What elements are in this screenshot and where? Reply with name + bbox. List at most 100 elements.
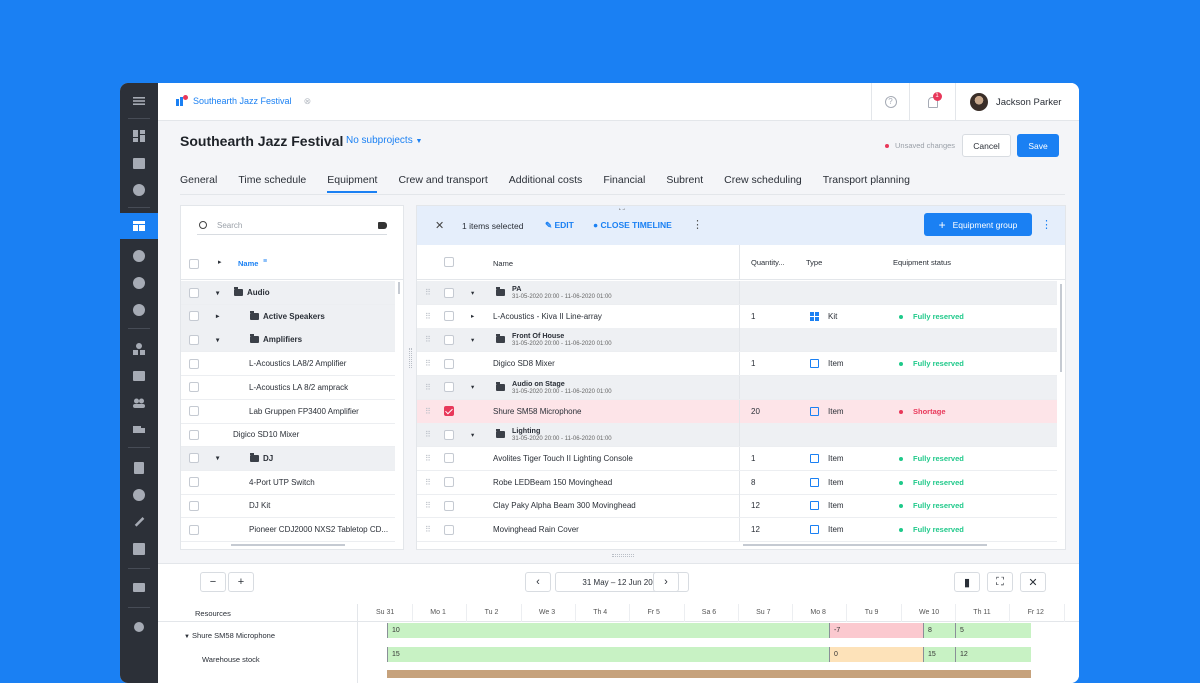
table-row[interactable]: ⠿ ▾ Audio on Stage 31-05-2020 20:00 - 11-06… [417,375,1057,400]
dashboard-icon[interactable] [120,123,158,149]
tag-icon[interactable] [378,222,387,229]
tab-time-schedule[interactable]: Time schedule [238,174,307,186]
table-row[interactable]: ⠿ Movinghead Rain Cover 12 Item Fully reserv… [417,518,1057,542]
drag-handle-icon[interactable]: ⠿ [425,453,431,463]
projects-icon[interactable] [120,213,158,239]
row-checkbox[interactable] [189,382,199,393]
right-scrollbar[interactable] [1060,284,1062,372]
row-checkbox[interactable] [189,500,199,511]
table-row[interactable]: ⠿ ▾ Front Of House 31-05-2020 20:00 - 11-06… [417,328,1057,353]
more-options-icon[interactable]: ⋮ [1041,219,1052,231]
date-range[interactable]: 31 May – 12 Jun 2020 [555,572,689,592]
clear-selection-icon[interactable]: ✕ [435,220,445,232]
tree-row[interactable]: ▸ Active Speakers [181,304,395,329]
drag-handle-icon[interactable]: ⠿ [425,477,431,487]
chevron-down-icon[interactable]: ▾ [471,384,475,392]
row-checkbox[interactable] [189,429,199,440]
tab-additional-costs[interactable]: Additional costs [508,174,583,186]
drag-handle-icon[interactable]: ⠿ [425,501,431,511]
drag-handle-icon[interactable]: ⠿ [425,335,431,345]
tab-transport-planning[interactable]: Transport planning [822,174,910,186]
reports-icon[interactable] [120,536,158,562]
drag-handle-icon[interactable]: ⛶ [619,205,625,212]
zoom-out-button[interactable]: − [200,572,226,592]
availability-bar[interactable]: 12 [955,647,1031,662]
row-checkbox[interactable] [444,524,454,535]
row-checkbox[interactable] [189,358,199,369]
row-checkbox[interactable] [189,287,199,298]
table-row[interactable]: ⠿ Avolites Tiger Touch II Lighting Consol… [417,446,1057,471]
name-column-header[interactable]: Name [238,259,259,268]
row-checkbox[interactable] [444,311,454,322]
drag-handle-icon[interactable]: ⠿ [425,288,431,297]
tree-row[interactable]: DJ Kit [181,494,395,519]
tab-crew-and-transport[interactable]: Crew and transport [398,174,488,186]
drag-handle-icon[interactable]: ⠿ [425,525,431,534]
select-all-checkbox[interactable] [444,257,454,267]
row-checkbox[interactable] [444,429,454,440]
chevron-right-icon[interactable]: ▸ [471,313,475,321]
search-input[interactable]: Search [197,218,387,235]
row-checkbox[interactable] [189,311,199,322]
next-range-button[interactable]: › [653,572,679,592]
row-checkbox[interactable] [444,500,454,511]
collapse-icon[interactable]: ▼ [184,634,190,640]
row-checkbox[interactable] [444,477,454,488]
tree-row[interactable]: L-Acoustics LA 8/2 amprack [181,376,395,400]
availability-bar[interactable]: 15 [923,647,955,662]
notifications-button[interactable]: 1 [909,83,955,121]
close-timeline-button[interactable]: ● CLOSE TIMELINE [593,220,672,230]
subprojects-dropdown[interactable]: No subprojects ▼ [346,135,422,146]
availability-bar[interactable]: 5 [955,623,1031,638]
select-all-checkbox[interactable] [189,259,199,269]
help-button[interactable]: ? [871,83,909,121]
truck-icon[interactable] [120,417,158,443]
table-row[interactable]: ⠿ Shure SM58 Microphone 20 Item Shortage [417,399,1057,424]
tree-row[interactable]: 4-Port UTP Switch [181,471,395,495]
user-menu[interactable]: Jackson Parker [955,83,1079,121]
chevron-down-icon[interactable]: ▾ [471,336,475,344]
more-options-icon[interactable]: ⋮ [692,219,703,231]
row-checkbox[interactable] [444,382,454,393]
row-checkbox[interactable] [444,358,454,369]
id-card-icon[interactable] [120,363,158,389]
drag-handle-icon[interactable]: ⠿ [425,359,431,369]
edit-button[interactable]: ✎ EDIT [545,220,574,231]
table-row[interactable]: ⠿ ▸ L-Acoustics - Kiva II Line-array 1 Kit Fu… [417,304,1057,329]
row-checkbox[interactable] [444,287,454,298]
zoom-in-button[interactable]: + [228,572,254,592]
row-checkbox[interactable] [189,524,199,535]
gauge-icon[interactable] [120,270,158,296]
row-checkbox[interactable] [444,453,454,464]
chevron-down-icon[interactable]: ▾ [471,431,475,439]
col-equipment-status[interactable]: Equipment status [893,258,951,267]
add-equipment-group-button[interactable]: + Equipment group [924,213,1032,236]
drag-handle-icon[interactable]: ⠿ [425,406,431,416]
cancel-button[interactable]: Cancel [962,134,1011,157]
chevron-down-icon[interactable]: ▾ [216,289,220,297]
drag-handle-icon[interactable]: ⠿ [425,382,431,392]
left-hscrollbar[interactable] [231,544,345,546]
tree-row[interactable]: L-Acoustics LA8/2 Amplifier [181,352,395,377]
drag-handle-icon[interactable]: ⠿ [425,311,431,321]
tab-subrent[interactable]: Subrent [666,174,704,186]
chevron-down-icon[interactable]: ▾ [471,289,475,297]
col-quantity[interactable]: Quantity... [751,258,785,267]
table-row[interactable]: ⠿ ▾ PA 31-05-2020 20:00 - 11-06-2020 01:00 [417,281,1057,305]
table-row[interactable]: ⠿ Digico SD8 Mixer 1 Item Fully reserved [417,352,1057,377]
expand-all-icon[interactable]: ▸ [218,259,222,266]
availability-bar[interactable]: 0 [829,647,923,662]
row-checkbox[interactable] [189,453,199,464]
chevron-down-icon[interactable]: ▾ [216,455,220,463]
row-checkbox[interactable] [444,334,454,345]
tree-row[interactable]: ▾ DJ [181,446,395,471]
tasks-icon[interactable] [120,455,158,481]
tab-financial[interactable]: Financial [603,174,646,186]
panel-resizer[interactable] [409,348,412,368]
reservation-bar[interactable] [387,670,1031,678]
calendar-icon[interactable] [120,150,158,176]
availability-bar[interactable]: 10 [387,623,829,638]
chevron-right-icon[interactable]: ▾ [216,336,220,344]
tree-row[interactable]: ▾ Amplifiers [181,328,395,353]
people-icon[interactable] [120,390,158,416]
